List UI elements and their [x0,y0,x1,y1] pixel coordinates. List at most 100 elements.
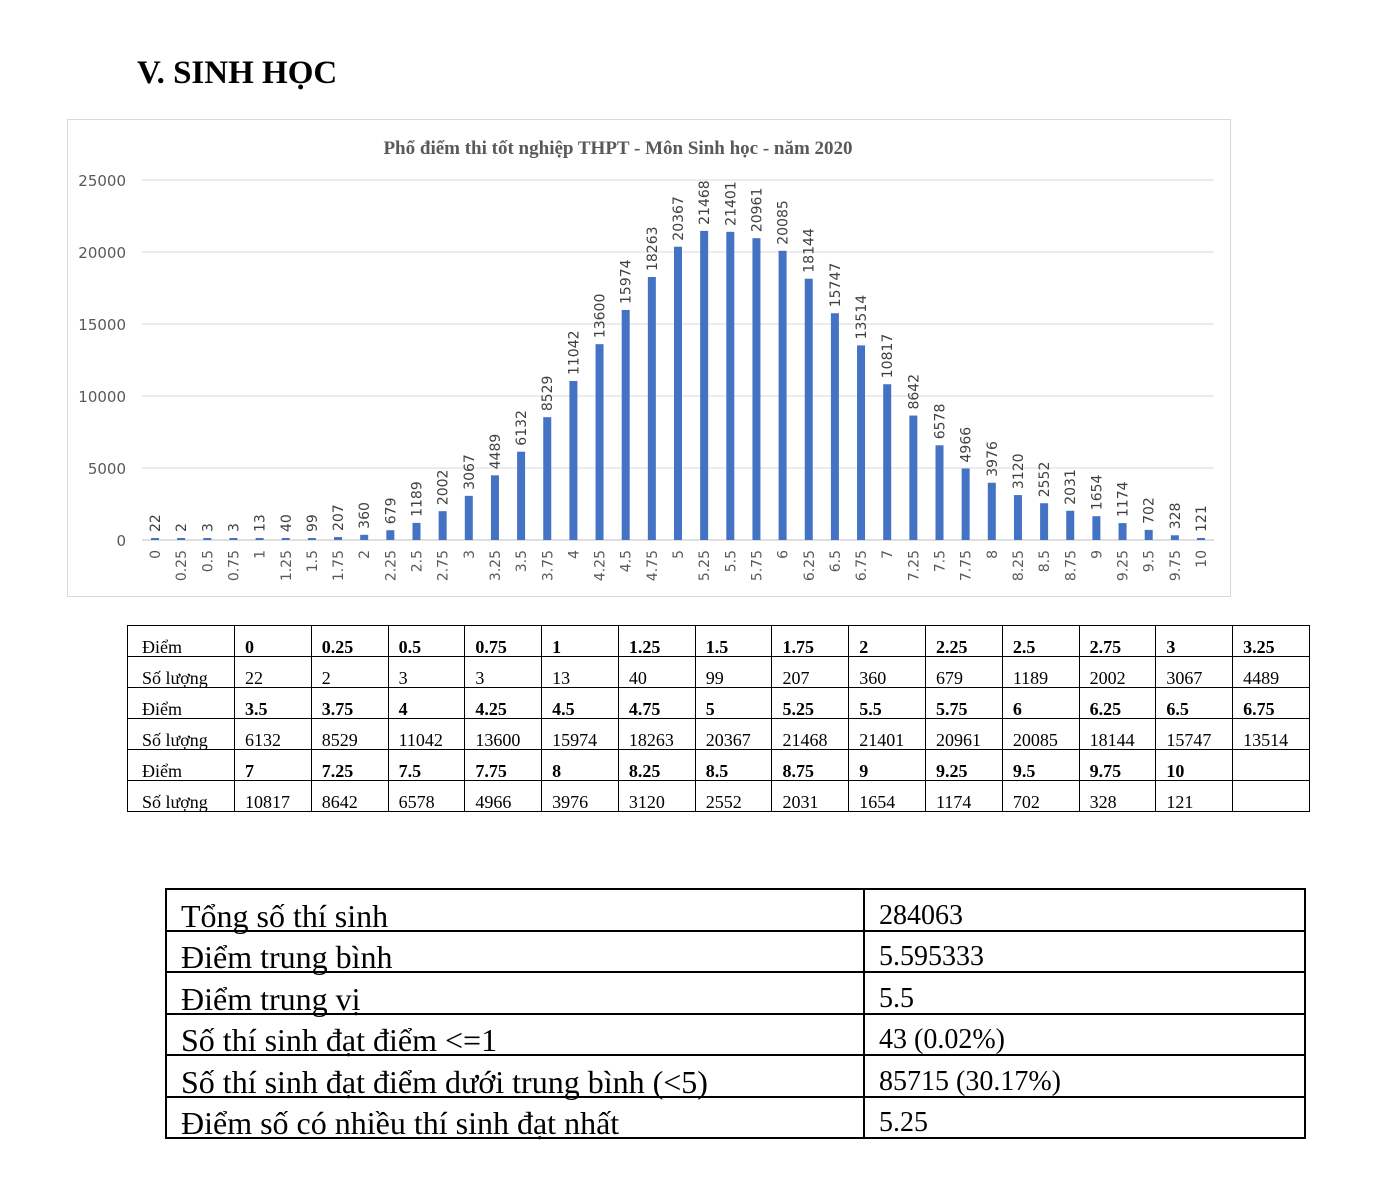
count-row: Số lượng 10817 8642 6578 4966 3976 3120 2552 203… [127,780,1310,812]
count-cell: 18263 [617,718,696,750]
data-label: 10817 [880,334,896,379]
x-tick-label: 2.5 [410,550,426,572]
data-label: 15974 [619,259,635,304]
bar [804,278,813,540]
x-tick-label: 8.5 [1037,550,1053,572]
score-cell: 6 [1001,687,1080,719]
y-tick-label: 10000 [78,388,126,406]
y-tick-label: 15000 [78,316,126,334]
count-cell: 13514 [1232,718,1310,750]
summary-row: Số thí sinh đạt điểm <=1 43 (0.02%) [165,1012,1306,1056]
bar [569,380,578,540]
row-label: Điểm [127,749,235,781]
x-tick-label: 1 [253,550,269,559]
score-cell: 2.25 [925,625,1003,657]
count-cell: 22 [234,656,312,688]
bar [490,475,499,540]
data-label: 99 [305,514,321,532]
score-cell: 7 [234,749,312,781]
bar [229,538,238,540]
count-cell: 328 [1078,780,1157,812]
summary-row: Điểm trung bình 5.595333 [165,929,1306,973]
x-tick-label: 10 [1194,550,1210,568]
data-label: 121 [1194,505,1210,532]
data-label: 8642 [906,374,922,410]
count-row: Số lượng 6132 8529 11042 13600 15974 18263 2036… [127,718,1310,750]
bar [595,344,604,540]
bar [621,309,630,540]
summary-value: 5.595333 [863,929,1306,973]
bar [464,495,473,540]
score-cell [1232,749,1310,781]
x-tick-label: 6.75 [854,550,870,581]
data-label: 702 [1142,497,1158,524]
count-cell: 207 [771,656,850,688]
x-tick-label: 7.25 [906,550,922,581]
x-tick-label: 0.75 [226,550,242,581]
bar [830,313,839,540]
data-label: 1174 [1116,481,1132,517]
data-label: 6578 [933,404,949,440]
score-cell: 8.75 [771,749,850,781]
bar [281,538,290,540]
data-label: 8529 [540,376,556,412]
score-cell: 8.25 [617,749,696,781]
y-tick-label: 0 [116,532,126,550]
score-cell: 9.25 [925,749,1003,781]
bar [1066,510,1075,540]
bar [1144,529,1153,540]
bar [1170,535,1179,540]
summary-row: Điểm trung vị 5.5 [165,971,1306,1015]
data-label: 21468 [697,180,713,225]
score-cell: 3.5 [234,687,312,719]
x-tick-label: 3 [462,550,478,559]
x-tick-label: 1.25 [279,550,295,581]
data-label: 3067 [462,454,478,490]
summary-label: Số thí sinh đạt điểm dưới trung bình (<5… [165,1054,865,1098]
count-cell: 1174 [925,780,1003,812]
score-cell: 0.75 [464,625,543,657]
count-cell: 6132 [234,718,312,750]
chart-container [67,119,1231,597]
bar [987,482,996,540]
x-tick-label: 4.25 [593,550,609,581]
summary-value: 85715 (30.17%) [863,1054,1306,1098]
bar [857,345,866,540]
x-tick-label: 2.75 [436,550,452,581]
summary-label: Điểm trung bình [165,929,865,973]
score-cell: 3.25 [1232,625,1310,657]
x-tick-label: 5 [671,550,687,559]
x-tick-label: 4.75 [645,550,661,581]
count-cell: 1189 [1001,656,1080,688]
count-cell: 15747 [1155,718,1234,750]
bar [935,445,944,540]
count-cell: 2552 [694,780,773,812]
score-cell: 6.75 [1232,687,1310,719]
data-label: 2031 [1063,469,1079,505]
bar [1197,538,1205,540]
score-cell: 4 [387,687,466,719]
count-cell: 679 [925,656,1003,688]
x-tick-label: 6 [776,550,792,559]
x-tick-label: 5.25 [697,550,713,581]
score-cell: 2.5 [1001,625,1080,657]
count-cell: 13 [541,656,619,688]
row-label: Điểm [127,687,235,719]
x-tick-label: 2.25 [383,550,399,581]
score-cell: 1.5 [694,625,773,657]
count-cell: 20367 [694,718,773,750]
count-cell: 3 [387,656,466,688]
bar [1092,516,1101,540]
count-cell: 40 [617,656,696,688]
score-cell: 9.75 [1078,749,1157,781]
score-row: Điểm 3.5 3.75 4 4.25 4.5 4.75 5 5.25 5.5 5.75 6 6.25… [127,687,1310,719]
summary-label: Điểm số có nhiều thí sinh đạt nhất [165,1095,865,1139]
score-cell: 8.5 [694,749,773,781]
bar [1118,523,1127,540]
bar [255,538,264,540]
data-label: 15747 [828,263,844,308]
score-cell: 1.75 [771,625,850,657]
count-cell: 4489 [1232,656,1310,688]
x-tick-label: 3.75 [540,550,556,581]
summary-value: 284063 [863,888,1306,932]
